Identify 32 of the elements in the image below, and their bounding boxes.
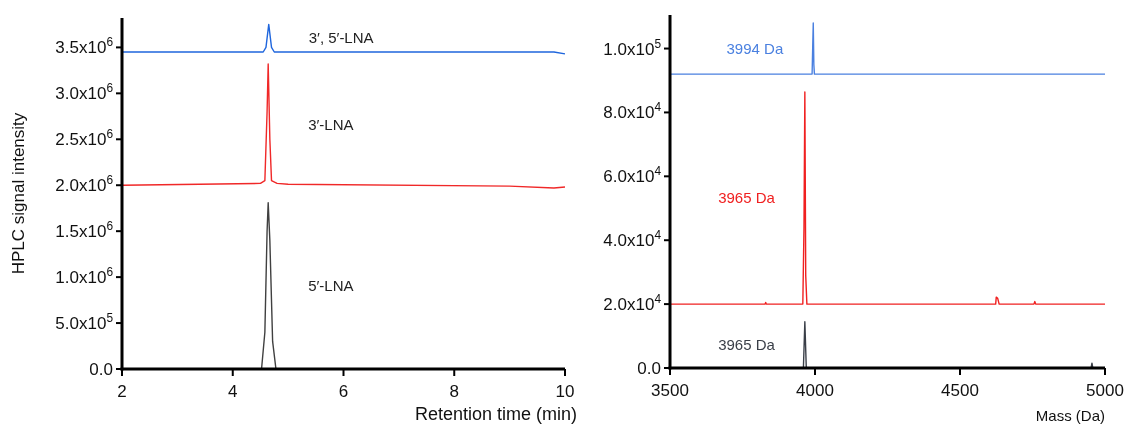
y-tick-label: 6.0x10$^{4}$: [603, 164, 662, 187]
x-tick-label: 5000: [1086, 381, 1124, 400]
x-tick-label: 3500: [651, 381, 689, 400]
x-axis-title: Mass (Da): [1035, 407, 1105, 424]
y-tick-label: 2.0x10$^{6}$: [55, 173, 114, 196]
y-axis-title: HPLC signal intensity: [9, 112, 28, 275]
x-axis-title: Retention time (min): [414, 404, 577, 424]
series-label: 3994 Da: [726, 39, 784, 57]
y-tick-label: 3.5x10$^{6}$: [55, 35, 114, 58]
series-label: 3965 Da: [718, 189, 776, 207]
y-tick-label: 0.0: [637, 359, 661, 378]
y-tick-label: 1.0x10$^{6}$: [55, 265, 114, 288]
x-tick-label: 10: [555, 382, 575, 401]
y-tick-label: 2.5x10$^{6}$: [55, 127, 114, 150]
text: 5′-LNA: [308, 276, 354, 294]
series-label: 3965 Da: [718, 335, 776, 353]
y-tick-label: 0.0: [89, 360, 113, 379]
y-tick-label: 8.0x10$^{4}$: [603, 100, 662, 123]
y-tick-label: 3.0x10$^{6}$: [55, 81, 114, 104]
x-tick-label: 6: [338, 382, 349, 401]
x-tick-label: 8: [449, 382, 459, 401]
x-tick-label: 4: [228, 382, 238, 401]
series-label: 3′, 5′-LNA: [308, 29, 374, 47]
y-tick-label: 1.5x10$^{6}$: [55, 219, 114, 242]
y-tick-label: 5.0x10$^{5}$: [55, 311, 114, 334]
y-tick-label: 4.0x10$^{4}$: [603, 228, 662, 251]
text: 3′-LNA: [308, 115, 354, 133]
y-tick-label: 1.0x10$^{5}$: [603, 36, 662, 59]
x-tick-label: 4000: [796, 381, 834, 400]
x-tick-label: 4500: [941, 381, 979, 400]
x-tick-label: 2: [117, 382, 127, 401]
y-tick-label: 2.0x10$^{4}$: [603, 292, 662, 315]
